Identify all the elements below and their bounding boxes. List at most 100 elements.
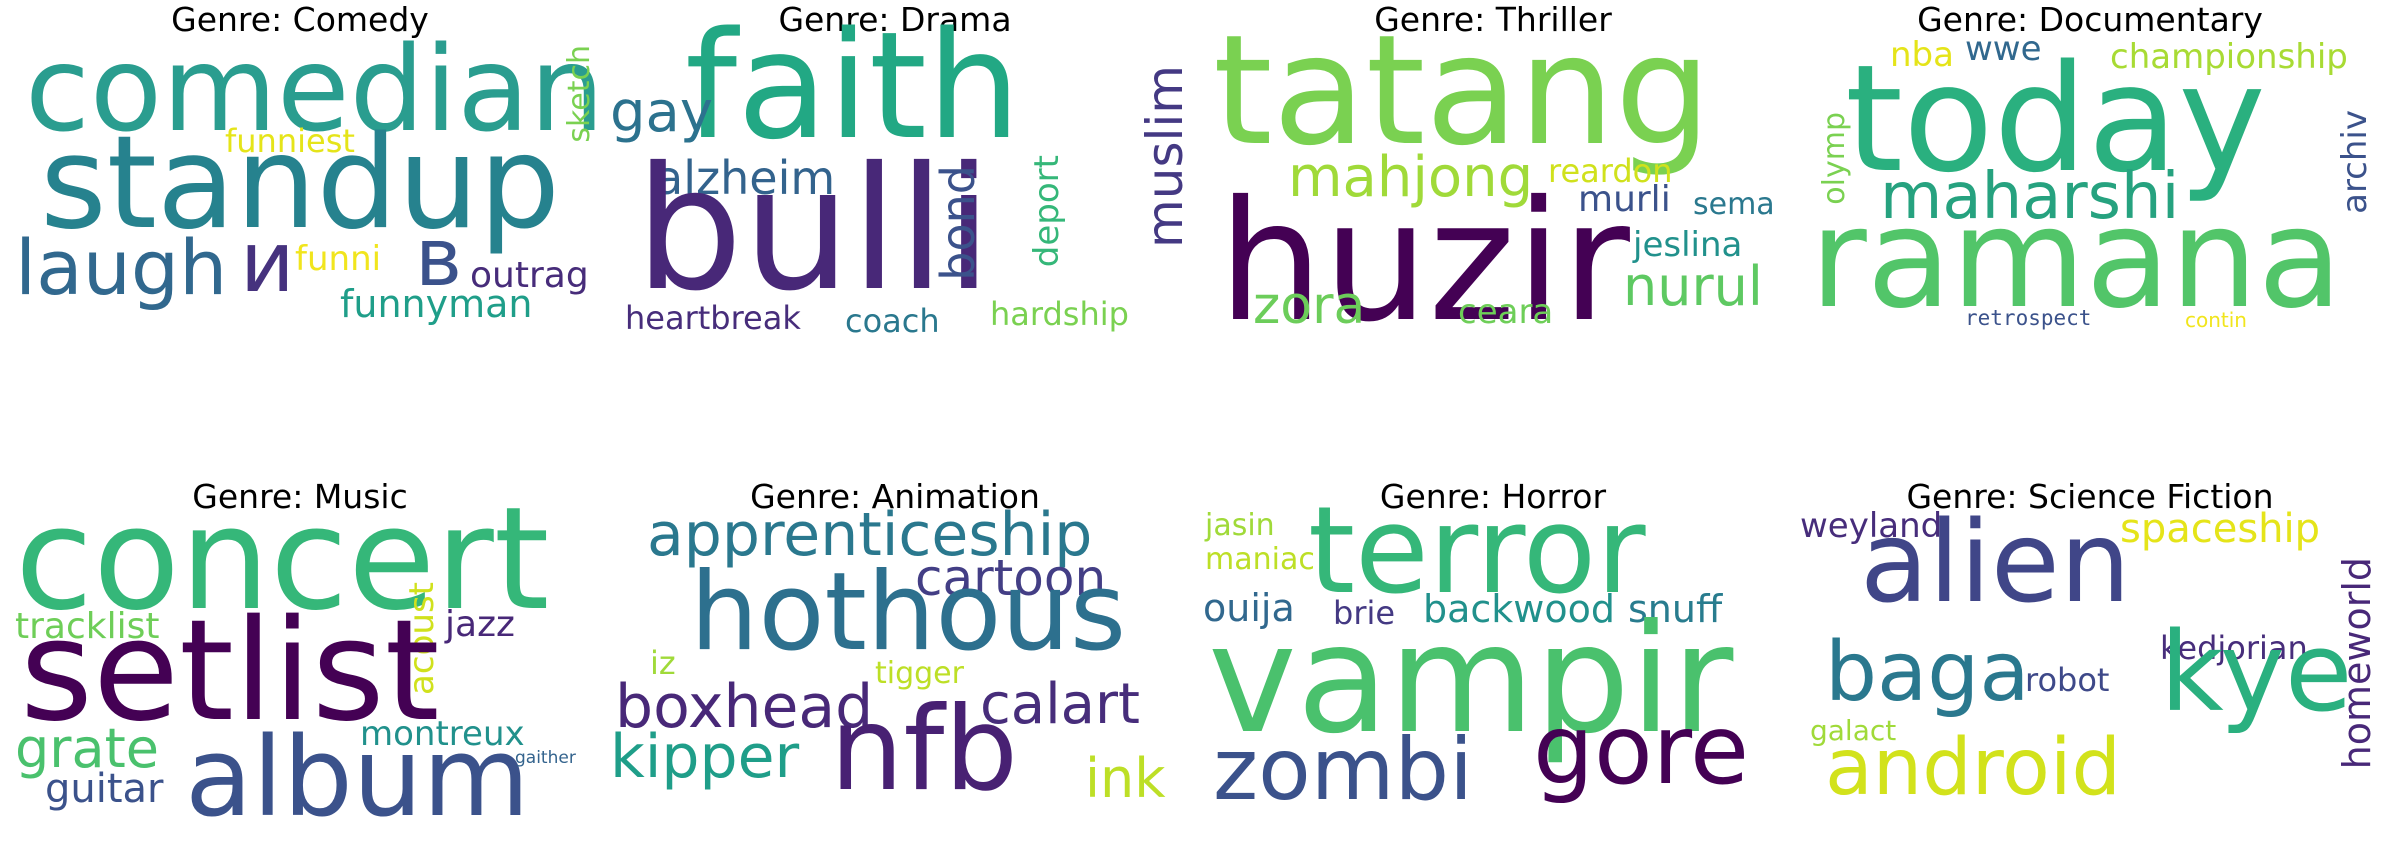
cloud-word: tatang bbox=[1213, 2, 1712, 179]
cloud-word: tigger bbox=[875, 656, 964, 691]
word-cloud: faith gay muslim alzheim bulli bond depo… bbox=[610, 12, 1194, 337]
cloud-word: nurul bbox=[1623, 255, 1763, 318]
cloud-word: funnyman bbox=[340, 282, 533, 326]
wordcloud-panel-comedy: Genre: Comedy comedian standup funniest … bbox=[15, 0, 604, 323]
cloud-word: boxhead bbox=[615, 672, 874, 742]
cloud-word: muslim bbox=[1136, 65, 1194, 248]
cloud-word: huzir bbox=[1218, 166, 1630, 359]
cloud-word: jasin bbox=[1205, 508, 1275, 543]
cloud-word: tracklist bbox=[15, 606, 160, 647]
cloud-word: faith bbox=[685, 0, 1021, 172]
cloud-word: gay bbox=[610, 80, 714, 145]
cloud-word: ouija bbox=[1203, 586, 1295, 630]
cloud-word: calart bbox=[980, 672, 1140, 737]
cloud-word: alien bbox=[1860, 498, 2131, 628]
cloud-word: gore bbox=[1533, 694, 1750, 806]
word-cloud: comedian standup funniest sketch laugh и… bbox=[15, 30, 604, 326]
cloud-word: weyland bbox=[1800, 506, 1943, 546]
cloud-word: laugh bbox=[15, 223, 228, 312]
cloud-word: nfb bbox=[830, 682, 1018, 817]
cloud-word: kedjorian bbox=[2160, 629, 2308, 667]
cloud-word: alzheim bbox=[655, 151, 836, 205]
cloud-word: contin bbox=[2185, 308, 2247, 332]
panel-title: Genre: Drama bbox=[778, 0, 1012, 39]
cloud-word: ceara bbox=[1458, 292, 1554, 332]
cloud-word: jazz bbox=[445, 604, 515, 645]
word-cloud: concert tracklist acoust jazz setlist gr… bbox=[15, 489, 580, 833]
cloud-word: ink bbox=[1085, 747, 1166, 810]
cloud-word: standup bbox=[40, 109, 561, 258]
wordcloud-panel-documentary: Genre: Documentary nba wwe championship … bbox=[1810, 0, 2375, 330]
cloud-word: mahjong bbox=[1288, 145, 1534, 210]
cloud-word: hothous bbox=[690, 550, 1127, 675]
cloud-word: maniac bbox=[1205, 542, 1315, 577]
cloud-word: funniest bbox=[225, 122, 355, 160]
panel-title: Genre: Horror bbox=[1379, 477, 1607, 516]
cloud-word: jeslina bbox=[1633, 225, 1743, 265]
cloud-word: guitar bbox=[45, 766, 164, 812]
cloud-word: maharshi bbox=[1880, 160, 2180, 234]
panel-title: Genre: Music bbox=[192, 477, 408, 516]
word-cloud: jasin maniac terror ouija brie backwood … bbox=[1203, 492, 1773, 814]
cloud-word: galact bbox=[1810, 714, 1897, 747]
cloud-word: archiv bbox=[2335, 110, 2375, 214]
cloud-word: retrospect bbox=[1965, 306, 2092, 330]
cloud-word: cartoon bbox=[915, 549, 1107, 607]
wordcloud-panel-horror: Genre: Horror jasin maniac terror ouija … bbox=[1203, 477, 1773, 813]
cloud-word: gaither bbox=[515, 748, 576, 768]
cloud-word: sketch bbox=[562, 45, 597, 143]
cloud-word: apprenticeship bbox=[647, 500, 1093, 570]
word-cloud: apprenticeship cartoon hothous iz tigger… bbox=[610, 505, 1175, 808]
cloud-word: brie bbox=[1333, 594, 1396, 632]
cloud-word: kipper bbox=[610, 722, 800, 792]
cloud-word: setlist bbox=[20, 590, 440, 753]
panel-title: Genre: Comedy bbox=[171, 0, 429, 39]
cloud-word: wwe bbox=[1965, 29, 2042, 69]
wordcloud-panel-drama: Genre: Drama faith gay muslim alzheim bu… bbox=[610, 0, 1194, 337]
cloud-word: reardon bbox=[1548, 152, 1673, 190]
panel-title: Genre: Animation bbox=[750, 477, 1040, 516]
cloud-word: today bbox=[1845, 33, 2266, 205]
word-cloud: weyland spaceship alien homeworld kedjor… bbox=[1800, 507, 2379, 807]
cloud-word: robot bbox=[2025, 661, 2110, 699]
cloud-word: album bbox=[185, 713, 530, 841]
panel-title: Genre: Documentary bbox=[1917, 0, 2263, 39]
cloud-word: bulli bbox=[635, 131, 993, 329]
cloud-word: bond bbox=[931, 165, 985, 281]
cloud-word: vampir bbox=[1208, 593, 1734, 767]
panel-title: Genre: Science Fiction bbox=[1906, 477, 2274, 516]
cloud-word: funni bbox=[295, 239, 382, 279]
wordcloud-panel-science-fiction: Genre: Science Fiction weyland spaceship… bbox=[1800, 477, 2379, 807]
cloud-word: в bbox=[415, 211, 463, 304]
cloud-word: coach bbox=[845, 302, 940, 340]
cloud-word: kye bbox=[2160, 608, 2353, 736]
cloud-word: zombi bbox=[1213, 720, 1474, 820]
cloud-word: comedian bbox=[25, 20, 605, 158]
cloud-word: hardship bbox=[990, 295, 1129, 333]
wordcloud-panel-thriller: Genre: Thriller tatang mahjong reardon m… bbox=[1213, 0, 1775, 346]
cloud-word: и bbox=[240, 213, 295, 311]
panel-title: Genre: Thriller bbox=[1374, 0, 1612, 39]
cloud-word: murli bbox=[1578, 179, 1671, 220]
word-cloud: nba wwe championship today olymp archiv … bbox=[1810, 32, 2375, 330]
cloud-word: baga bbox=[1825, 625, 2030, 720]
cloud-word: sema bbox=[1693, 187, 1775, 222]
cloud-word: zora bbox=[1253, 276, 1366, 336]
cloud-word: grate bbox=[15, 717, 159, 780]
cloud-word: championship bbox=[2110, 37, 2348, 77]
cloud-word: deport bbox=[1027, 155, 1067, 268]
cloud-word: heartbreak bbox=[625, 299, 801, 337]
cloud-word: terror bbox=[1308, 482, 1646, 621]
cloud-word: nba bbox=[1890, 35, 1954, 75]
cloud-word: concert bbox=[15, 477, 550, 642]
cloud-word: spaceship bbox=[2120, 506, 2321, 552]
cloud-word: outrag bbox=[470, 255, 589, 296]
cloud-word: iz bbox=[650, 644, 676, 682]
word-cloud: tatang mahjong reardon murli sema huzir … bbox=[1213, 15, 1775, 346]
cloud-word: snuff bbox=[1628, 587, 1723, 631]
wordcloud-panel-animation: Genre: Animation apprenticeship cartoon … bbox=[610, 477, 1175, 808]
cloud-word: ramana bbox=[1810, 178, 2343, 339]
cloud-word: montreux bbox=[360, 714, 525, 754]
wordcloud-panel-music: Genre: Music concert tracklist acoust ja… bbox=[15, 477, 580, 832]
cloud-word: backwood bbox=[1423, 587, 1616, 631]
